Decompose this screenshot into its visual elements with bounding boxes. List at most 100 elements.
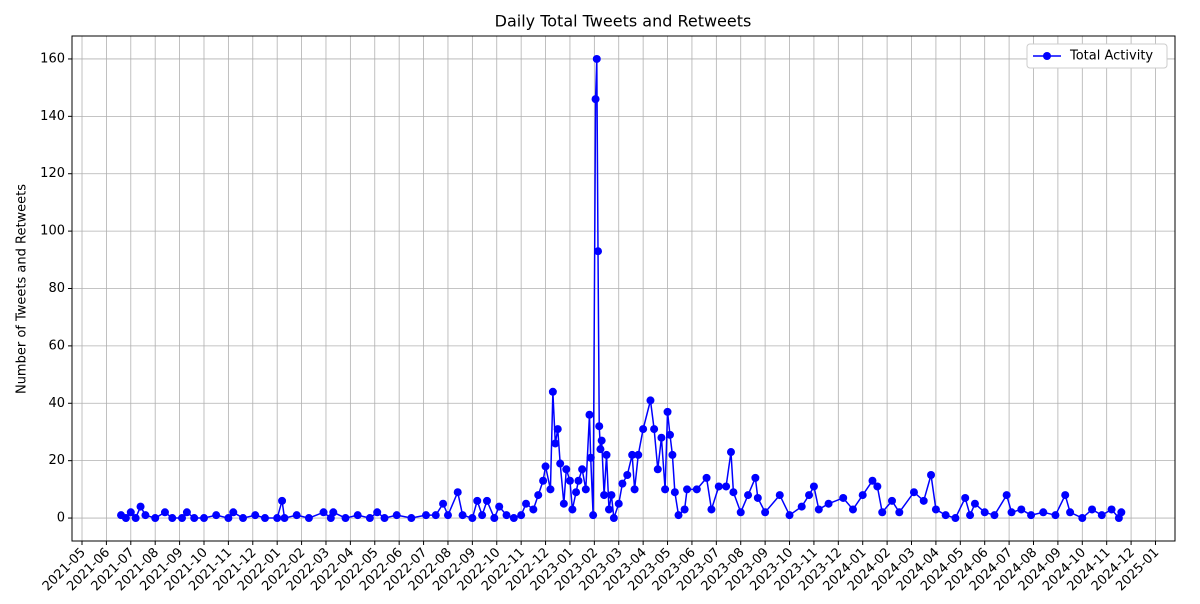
marker <box>702 473 711 482</box>
marker <box>714 482 723 491</box>
marker <box>574 476 583 485</box>
marker <box>751 473 760 482</box>
marker <box>980 508 989 517</box>
marker <box>586 453 595 462</box>
marker <box>468 514 477 523</box>
marker <box>824 499 833 508</box>
marker <box>722 482 731 491</box>
marker <box>556 459 565 468</box>
marker <box>553 425 562 434</box>
marker <box>212 511 221 520</box>
marker <box>319 508 328 517</box>
marker <box>1002 491 1011 500</box>
marker <box>559 499 568 508</box>
marker <box>585 410 594 419</box>
marker <box>522 499 531 508</box>
marker <box>609 514 618 523</box>
marker <box>453 488 462 497</box>
marker <box>623 471 632 480</box>
marker <box>670 488 679 497</box>
marker <box>1107 505 1116 514</box>
legend-marker <box>1043 52 1051 60</box>
marker <box>596 445 605 454</box>
marker <box>458 511 467 520</box>
marker <box>136 502 145 511</box>
marker <box>634 450 643 459</box>
marker <box>726 448 735 457</box>
marker <box>529 505 538 514</box>
y-tick-label: 140 <box>40 109 65 124</box>
marker <box>961 493 970 502</box>
marker <box>941 511 950 520</box>
marker <box>618 479 627 488</box>
marker <box>380 514 389 523</box>
marker <box>190 514 199 523</box>
marker <box>572 488 581 497</box>
marker <box>595 422 604 431</box>
marker <box>509 514 518 523</box>
marker <box>168 514 177 523</box>
marker <box>141 511 150 520</box>
marker <box>1007 508 1016 517</box>
marker <box>680 505 689 514</box>
marker <box>628 450 637 459</box>
marker <box>797 502 806 511</box>
marker <box>858 491 867 500</box>
marker <box>602 450 611 459</box>
legend-label: Total Activity <box>1069 49 1153 64</box>
marker <box>151 514 160 523</box>
marker <box>373 508 382 517</box>
marker <box>761 508 770 517</box>
marker <box>594 247 603 256</box>
marker <box>970 499 979 508</box>
marker <box>775 491 784 500</box>
marker <box>280 514 289 523</box>
marker <box>951 514 960 523</box>
marker <box>753 493 762 502</box>
marker <box>392 511 401 520</box>
marker <box>534 491 543 500</box>
marker <box>178 514 187 523</box>
marker <box>600 491 609 500</box>
marker <box>199 514 208 523</box>
marker <box>887 496 896 505</box>
marker <box>909 488 918 497</box>
marker <box>443 511 452 520</box>
marker <box>639 425 648 434</box>
marker <box>1078 514 1087 523</box>
marker <box>131 514 140 523</box>
marker <box>473 496 482 505</box>
marker <box>868 476 877 485</box>
marker <box>674 511 683 520</box>
marker <box>927 471 936 480</box>
marker <box>121 514 130 523</box>
marker <box>546 485 555 494</box>
marker <box>251 511 260 520</box>
marker <box>365 514 374 523</box>
marker <box>541 462 550 471</box>
marker <box>578 465 587 474</box>
marker <box>592 54 601 63</box>
marker <box>630 485 639 494</box>
marker <box>478 511 487 520</box>
chart-title: Daily Total Tweets and Retweets <box>495 12 752 31</box>
marker <box>229 508 238 517</box>
marker <box>273 514 282 523</box>
y-tick-label: 160 <box>40 51 65 66</box>
marker <box>551 439 560 448</box>
marker <box>1117 508 1126 517</box>
marker <box>490 514 499 523</box>
y-tick-label: 0 <box>57 511 65 526</box>
marker <box>839 493 848 502</box>
marker <box>683 485 692 494</box>
marker <box>292 511 301 520</box>
marker <box>873 482 882 491</box>
marker <box>966 511 975 520</box>
marker <box>692 485 701 494</box>
marker <box>160 508 169 517</box>
marker <box>736 508 745 517</box>
marker <box>1088 505 1097 514</box>
marker <box>562 465 571 474</box>
marker <box>604 505 613 514</box>
marker <box>668 450 677 459</box>
